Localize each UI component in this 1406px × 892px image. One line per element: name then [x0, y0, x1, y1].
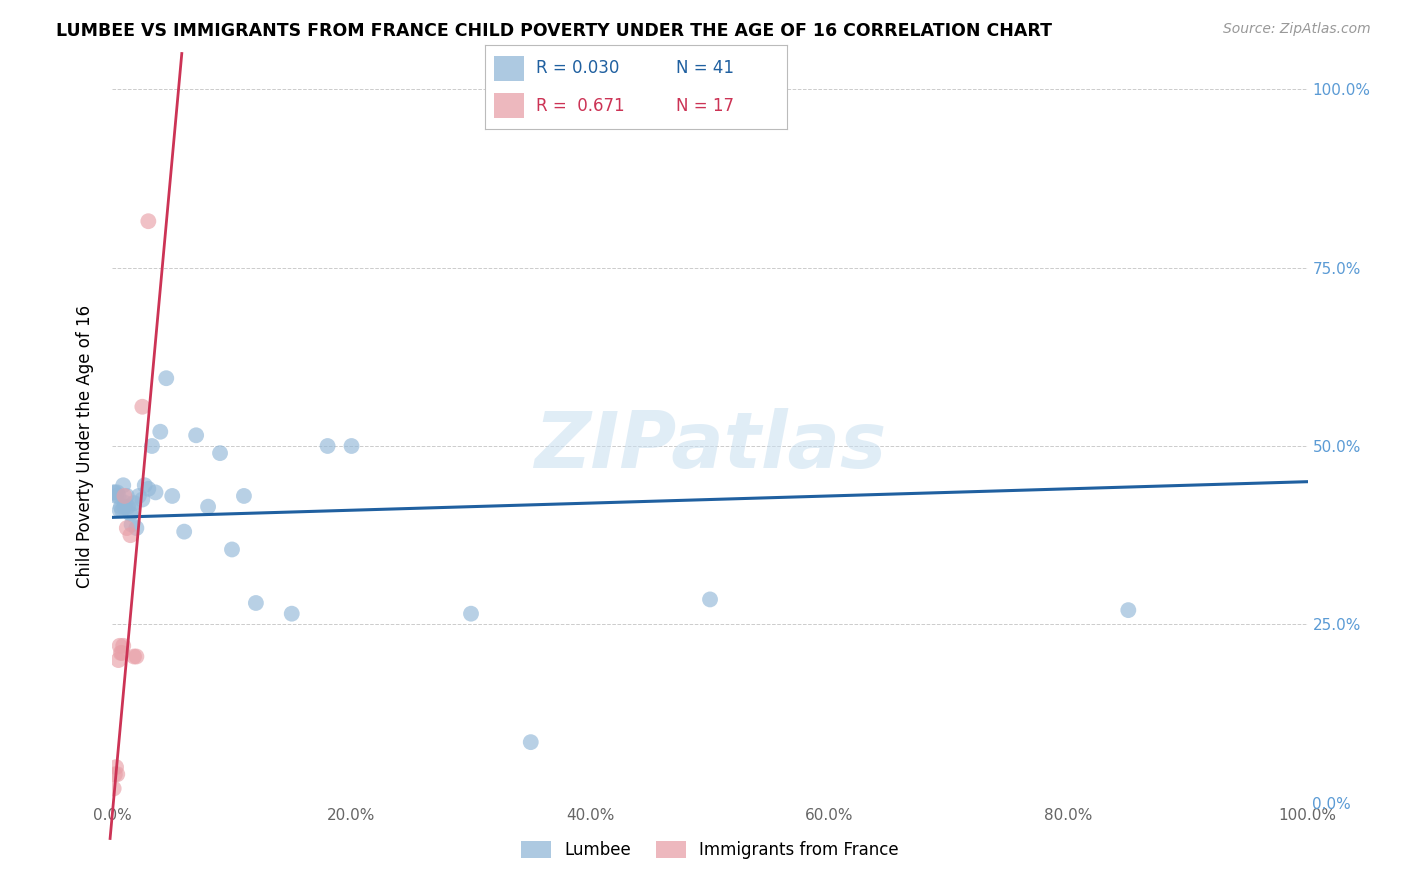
Point	[131, 492, 153, 507]
Point	[104, 767, 127, 781]
Text: Source: ZipAtlas.com: Source: ZipAtlas.com	[1223, 22, 1371, 37]
Point	[197, 500, 219, 514]
Point	[520, 735, 543, 749]
Point	[1118, 603, 1140, 617]
Bar	[494, 55, 524, 81]
Point	[111, 503, 134, 517]
Point	[134, 478, 156, 492]
Text: N = 41: N = 41	[675, 60, 734, 78]
Legend: Lumbee, Immigrants from France: Lumbee, Immigrants from France	[515, 834, 905, 866]
Point	[149, 425, 172, 439]
Point	[145, 485, 167, 500]
Point	[125, 521, 148, 535]
Point	[121, 517, 143, 532]
Point	[115, 489, 138, 503]
Text: R =  0.671: R = 0.671	[537, 96, 626, 114]
Point	[162, 489, 183, 503]
Point	[104, 485, 127, 500]
Point	[131, 400, 153, 414]
Point	[460, 607, 482, 621]
Point	[103, 781, 125, 796]
Point	[120, 507, 142, 521]
Point	[114, 500, 135, 514]
Point	[141, 439, 163, 453]
Bar	[494, 93, 524, 119]
Point	[105, 760, 128, 774]
Point	[108, 503, 131, 517]
Point	[111, 646, 134, 660]
Point	[233, 489, 256, 503]
Point	[340, 439, 363, 453]
Text: LUMBEE VS IMMIGRANTS FROM FRANCE CHILD POVERTY UNDER THE AGE OF 16 CORRELATION C: LUMBEE VS IMMIGRANTS FROM FRANCE CHILD P…	[56, 22, 1052, 40]
Point	[105, 489, 128, 503]
Point	[138, 214, 160, 228]
Point	[112, 478, 135, 492]
Point	[107, 653, 129, 667]
Point	[128, 489, 150, 503]
Point	[110, 500, 132, 514]
Point	[173, 524, 195, 539]
Point	[108, 639, 131, 653]
Point	[281, 607, 304, 621]
Point	[107, 489, 129, 503]
Point	[110, 646, 132, 660]
Text: R = 0.030: R = 0.030	[537, 60, 620, 78]
Point	[221, 542, 243, 557]
Point	[121, 503, 143, 517]
Point	[162, 68, 183, 82]
Y-axis label: Child Poverty Under the Age of 16: Child Poverty Under the Age of 16	[76, 304, 94, 588]
Point	[122, 496, 145, 510]
Text: N = 17: N = 17	[675, 96, 734, 114]
Point	[120, 528, 142, 542]
Point	[699, 592, 721, 607]
Point	[316, 439, 339, 453]
Point	[155, 371, 177, 385]
Point	[103, 485, 125, 500]
Point	[114, 496, 136, 510]
Point	[138, 482, 160, 496]
Point	[186, 428, 208, 442]
Point	[105, 767, 128, 781]
Point	[125, 649, 148, 664]
Point	[114, 489, 135, 503]
Point	[105, 485, 128, 500]
Point	[209, 446, 232, 460]
Point	[117, 500, 139, 514]
Point	[112, 639, 135, 653]
Point	[122, 649, 145, 664]
Text: ZIPatlas: ZIPatlas	[534, 408, 886, 484]
Point	[245, 596, 267, 610]
Point	[115, 521, 138, 535]
